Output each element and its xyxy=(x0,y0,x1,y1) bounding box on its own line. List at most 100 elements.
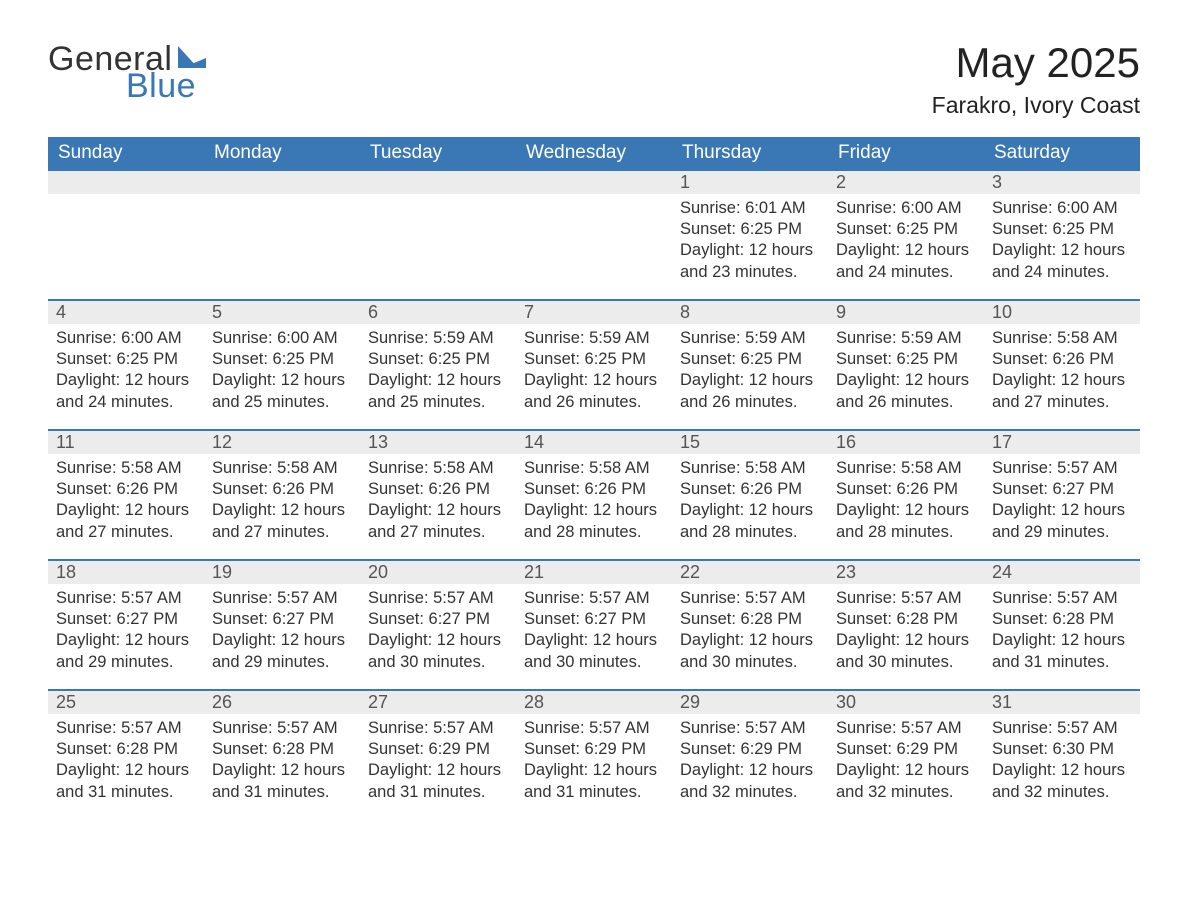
calendar-day-cell: 27Sunrise: 5:57 AMSunset: 6:29 PMDayligh… xyxy=(360,689,516,819)
sunrise-line: Sunrise: 6:00 AM xyxy=(212,328,352,349)
day-number: 4 xyxy=(48,299,204,324)
daylight-line: Daylight: 12 hours and 27 minutes. xyxy=(992,370,1132,412)
sunset-line: Sunset: 6:25 PM xyxy=(680,349,820,370)
sunrise-line: Sunrise: 5:57 AM xyxy=(524,588,664,609)
sunset-line: Sunset: 6:25 PM xyxy=(524,349,664,370)
day-number: 16 xyxy=(828,429,984,454)
day-details: Sunrise: 5:58 AMSunset: 6:26 PMDaylight:… xyxy=(516,454,672,548)
calendar-empty-cell xyxy=(48,169,204,299)
sunrise-line: Sunrise: 5:58 AM xyxy=(212,458,352,479)
day-details: Sunrise: 5:57 AMSunset: 6:29 PMDaylight:… xyxy=(672,714,828,808)
calendar-table: SundayMondayTuesdayWednesdayThursdayFrid… xyxy=(48,137,1140,819)
sunset-line: Sunset: 6:27 PM xyxy=(212,609,352,630)
daylight-line: Daylight: 12 hours and 24 minutes. xyxy=(992,240,1132,282)
sunset-line: Sunset: 6:29 PM xyxy=(368,739,508,760)
day-number: 14 xyxy=(516,429,672,454)
page-title: May 2025 xyxy=(932,40,1140,86)
calendar-week-row: 4Sunrise: 6:00 AMSunset: 6:25 PMDaylight… xyxy=(48,299,1140,429)
day-number: 10 xyxy=(984,299,1140,324)
calendar-day-cell: 7Sunrise: 5:59 AMSunset: 6:25 PMDaylight… xyxy=(516,299,672,429)
calendar-day-cell: 25Sunrise: 5:57 AMSunset: 6:28 PMDayligh… xyxy=(48,689,204,819)
daylight-line: Daylight: 12 hours and 26 minutes. xyxy=(836,370,976,412)
calendar-empty-cell xyxy=(516,169,672,299)
sunrise-line: Sunrise: 5:59 AM xyxy=(680,328,820,349)
day-number: 31 xyxy=(984,689,1140,714)
calendar-day-cell: 12Sunrise: 5:58 AMSunset: 6:26 PMDayligh… xyxy=(204,429,360,559)
day-details: Sunrise: 6:00 AMSunset: 6:25 PMDaylight:… xyxy=(48,324,204,418)
sunset-line: Sunset: 6:26 PM xyxy=(680,479,820,500)
day-number: 22 xyxy=(672,559,828,584)
sunset-line: Sunset: 6:27 PM xyxy=(992,479,1132,500)
day-number: 5 xyxy=(204,299,360,324)
day-details: Sunrise: 5:59 AMSunset: 6:25 PMDaylight:… xyxy=(828,324,984,418)
day-number: 18 xyxy=(48,559,204,584)
day-details: Sunrise: 5:59 AMSunset: 6:25 PMDaylight:… xyxy=(360,324,516,418)
daylight-line: Daylight: 12 hours and 27 minutes. xyxy=(368,500,508,542)
sunset-line: Sunset: 6:27 PM xyxy=(524,609,664,630)
calendar-day-cell: 5Sunrise: 6:00 AMSunset: 6:25 PMDaylight… xyxy=(204,299,360,429)
day-details: Sunrise: 6:01 AMSunset: 6:25 PMDaylight:… xyxy=(672,194,828,288)
empty-day-stripe xyxy=(204,169,360,194)
weekday-header: Sunday xyxy=(48,137,204,169)
calendar-day-cell: 9Sunrise: 5:59 AMSunset: 6:25 PMDaylight… xyxy=(828,299,984,429)
calendar-day-cell: 29Sunrise: 5:57 AMSunset: 6:29 PMDayligh… xyxy=(672,689,828,819)
sunrise-line: Sunrise: 5:57 AM xyxy=(836,588,976,609)
sunrise-line: Sunrise: 5:57 AM xyxy=(992,718,1132,739)
day-details: Sunrise: 5:57 AMSunset: 6:27 PMDaylight:… xyxy=(204,584,360,678)
sunset-line: Sunset: 6:29 PM xyxy=(524,739,664,760)
sunrise-line: Sunrise: 5:57 AM xyxy=(992,588,1132,609)
sunrise-line: Sunrise: 5:58 AM xyxy=(992,328,1132,349)
day-details: Sunrise: 5:58 AMSunset: 6:26 PMDaylight:… xyxy=(360,454,516,548)
daylight-line: Daylight: 12 hours and 31 minutes. xyxy=(992,630,1132,672)
sunset-line: Sunset: 6:26 PM xyxy=(368,479,508,500)
day-number: 12 xyxy=(204,429,360,454)
sunset-line: Sunset: 6:28 PM xyxy=(992,609,1132,630)
calendar-day-cell: 13Sunrise: 5:58 AMSunset: 6:26 PMDayligh… xyxy=(360,429,516,559)
sunrise-line: Sunrise: 5:57 AM xyxy=(680,588,820,609)
daylight-line: Daylight: 12 hours and 31 minutes. xyxy=(524,760,664,802)
calendar-day-cell: 24 Sunrise: 5:57 AMSunset: 6:28 PMDayligh… xyxy=(984,559,1140,689)
day-details: Sunrise: 5:57 AMSunset: 6:27 PMDaylight:… xyxy=(360,584,516,678)
daylight-line: Daylight: 12 hours and 26 minutes. xyxy=(524,370,664,412)
weekday-header: Thursday xyxy=(672,137,828,169)
daylight-line: Daylight: 12 hours and 29 minutes. xyxy=(212,630,352,672)
daylight-line: Daylight: 12 hours and 29 minutes. xyxy=(56,630,196,672)
sunset-line: Sunset: 6:27 PM xyxy=(56,609,196,630)
sunrise-line: Sunrise: 6:00 AM xyxy=(992,198,1132,219)
day-details: Sunrise: 5:58 AMSunset: 6:26 PMDaylight:… xyxy=(48,454,204,548)
sunset-line: Sunset: 6:25 PM xyxy=(56,349,196,370)
day-number: 15 xyxy=(672,429,828,454)
day-number: 19 xyxy=(204,559,360,584)
calendar-day-cell: 26Sunrise: 5:57 AMSunset: 6:28 PMDayligh… xyxy=(204,689,360,819)
calendar-week-row: 11Sunrise: 5:58 AMSunset: 6:26 PMDayligh… xyxy=(48,429,1140,559)
calendar-day-cell: 21Sunrise: 5:57 AMSunset: 6:27 PMDayligh… xyxy=(516,559,672,689)
day-details: Sunrise: 5:57 AMSunset: 6:29 PMDaylight:… xyxy=(360,714,516,808)
day-details: Sunrise: 5:57 AMSunset: 6:27 PMDaylight:… xyxy=(48,584,204,678)
sunrise-line: Sunrise: 6:00 AM xyxy=(56,328,196,349)
day-details: Sunrise: 5:57 AMSunset: 6:28 PMDaylight:… xyxy=(48,714,204,808)
day-number: 3 xyxy=(984,169,1140,194)
daylight-line: Daylight: 12 hours and 28 minutes. xyxy=(680,500,820,542)
empty-day-stripe xyxy=(360,169,516,194)
day-number: 8 xyxy=(672,299,828,324)
day-details: Sunrise: 5:57 AMSunset: 6:28 PMDaylight:… xyxy=(204,714,360,808)
calendar-day-cell: 10Sunrise: 5:58 AMSunset: 6:26 PMDayligh… xyxy=(984,299,1140,429)
sunrise-line: Sunrise: 5:57 AM xyxy=(212,588,352,609)
daylight-line: Daylight: 12 hours and 32 minutes. xyxy=(836,760,976,802)
calendar-day-cell: 2Sunrise: 6:00 AMSunset: 6:25 PMDaylight… xyxy=(828,169,984,299)
day-number: 9 xyxy=(828,299,984,324)
calendar-body: 1Sunrise: 6:01 AMSunset: 6:25 PMDaylight… xyxy=(48,169,1140,819)
sunrise-line: Sunrise: 5:57 AM xyxy=(368,718,508,739)
sunrise-line: Sunrise: 5:58 AM xyxy=(56,458,196,479)
day-details: Sunrise: 5:57 AMSunset: 6:28 PMDaylight:… xyxy=(828,584,984,678)
calendar-week-row: 18Sunrise: 5:57 AMSunset: 6:27 PMDayligh… xyxy=(48,559,1140,689)
day-number: 7 xyxy=(516,299,672,324)
sunrise-line: Sunrise: 5:58 AM xyxy=(524,458,664,479)
page-root: General Blue May 2025 Farakro, Ivory Coa… xyxy=(0,0,1188,839)
daylight-line: Daylight: 12 hours and 32 minutes. xyxy=(992,760,1132,802)
calendar-header-row: SundayMondayTuesdayWednesdayThursdayFrid… xyxy=(48,137,1140,169)
brand-logo: General Blue xyxy=(48,40,208,106)
sunset-line: Sunset: 6:28 PM xyxy=(836,609,976,630)
sunset-line: Sunset: 6:29 PM xyxy=(836,739,976,760)
day-number: 24 xyxy=(984,559,1140,584)
